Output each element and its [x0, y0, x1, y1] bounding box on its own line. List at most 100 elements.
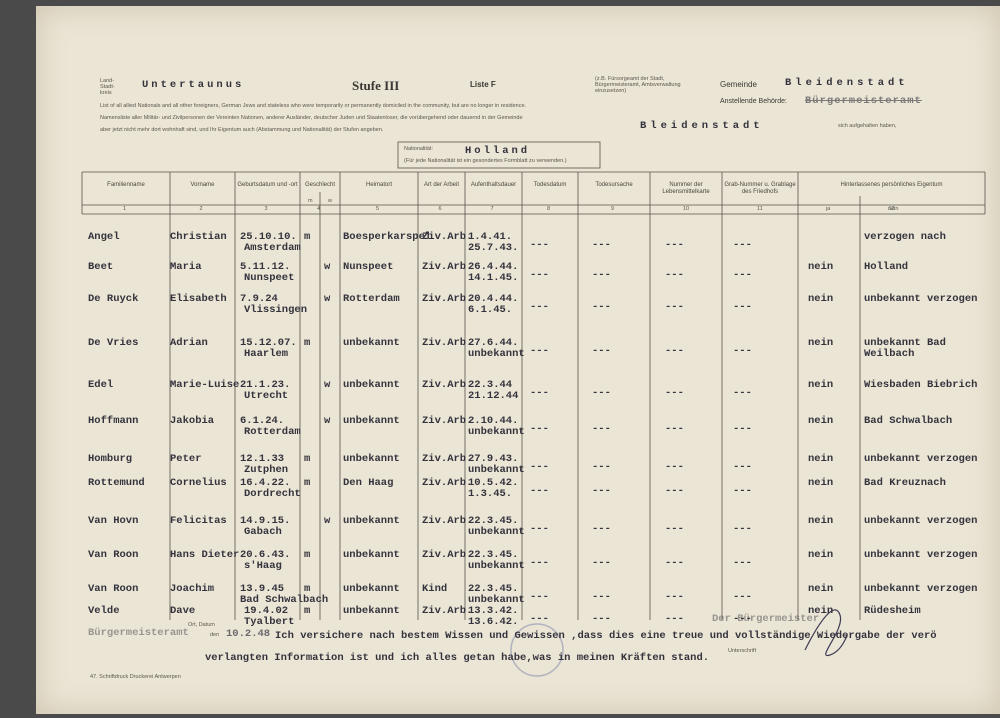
- cell-home: unbekannt: [343, 453, 400, 465]
- cell-birth: Zutphen: [244, 464, 289, 476]
- cell-card: ---: [665, 523, 684, 535]
- cell-work: Ziv.Arb.: [422, 231, 473, 243]
- column-heading: Art der Arbeit: [423, 182, 459, 188]
- cell-grave: ---: [733, 387, 752, 399]
- cell-cause: ---: [592, 423, 611, 435]
- column-number: 8: [547, 206, 551, 212]
- column-heading: Hinterlassenes persönliches Eigentum: [840, 182, 943, 188]
- instruction-line: Namensliste aller Militär- und Zivilpers…: [100, 115, 523, 121]
- cell-home: unbekannt: [343, 379, 400, 391]
- cell-grave: ---: [733, 301, 752, 313]
- cell-work: Kind: [422, 583, 448, 595]
- cell-first: Adrian: [170, 337, 208, 349]
- cell-birth: Utrecht: [244, 390, 289, 402]
- column-heading: Geburtsdatum und -ort: [237, 182, 298, 188]
- cell-death: ---: [530, 591, 549, 603]
- cell-stay: 20.4.44.: [468, 293, 519, 305]
- cell-card: ---: [665, 345, 684, 357]
- cell-property: nein: [808, 583, 834, 595]
- cell-birth: Nunspeet: [244, 272, 295, 284]
- cell-birth: 16.4.22.: [240, 477, 291, 489]
- cell-card: ---: [665, 557, 684, 569]
- column-heading: Todesursache: [595, 182, 633, 188]
- cell-sex: m: [304, 477, 311, 489]
- cell-card: ---: [665, 485, 684, 497]
- cell-stay: 22.3.44: [468, 379, 513, 391]
- cell-death: ---: [530, 269, 549, 281]
- column-heading: Nummer der Lebensmittelkarte: [662, 182, 710, 195]
- sub-heading: ja: [826, 206, 831, 212]
- cell-remark: unbekannt verzogen: [864, 583, 978, 595]
- column-number: 7: [490, 206, 494, 212]
- cell-cause: ---: [592, 613, 611, 625]
- cell-name: Rottemund: [88, 477, 145, 489]
- paper: [36, 6, 1000, 714]
- column-number: 9: [611, 206, 615, 212]
- cell-birth: Haarlem: [244, 348, 289, 360]
- cell-card: ---: [665, 239, 684, 251]
- cell-birth: Tyalbert: [244, 616, 295, 628]
- cell-sex: w: [324, 293, 331, 305]
- cell-card: ---: [665, 613, 684, 625]
- date-label: den: [210, 632, 220, 638]
- cell-name: Van Hovn: [88, 515, 139, 527]
- cell-stay: unbekannt: [468, 426, 525, 438]
- cell-sex: m: [304, 549, 311, 561]
- column-number: 12: [888, 206, 895, 212]
- date: 10.2.48: [226, 628, 271, 640]
- stamp: [510, 623, 564, 677]
- cell-cause: ---: [592, 557, 611, 569]
- column-number: 2: [199, 206, 203, 212]
- signature: [804, 609, 848, 657]
- cell-birth: Vlissingen: [244, 304, 308, 316]
- cell-remark: Wiesbaden Biebrich: [864, 379, 978, 391]
- cell-cause: ---: [592, 269, 611, 281]
- cell-home: unbekannt: [343, 415, 400, 427]
- cell-sex: m: [304, 605, 311, 617]
- cell-property: nein: [808, 293, 834, 305]
- column-heading: Grab-Nummer u. Grablage des Friedhofs: [724, 182, 796, 195]
- cell-remark: Bad Kreuznach: [864, 477, 946, 489]
- cell-remark: unbekannt verzogen: [864, 453, 978, 465]
- cell-birth: Amsterdam: [244, 242, 301, 254]
- cell-card: ---: [665, 301, 684, 313]
- statement: Ich versichere nach bestem Wissen und Ge…: [275, 630, 937, 642]
- signer: Der Bürgermeister: [712, 613, 820, 625]
- cell-stay: unbekannt: [468, 348, 525, 360]
- cell-remark: Bad Schwalbach: [864, 415, 953, 427]
- cell-home: Rotterdam: [343, 293, 400, 305]
- cell-home: unbekannt: [343, 337, 400, 349]
- cell-grave: ---: [733, 461, 752, 473]
- cell-grave: ---: [733, 523, 752, 535]
- nationality-label: Nationalität:: [404, 146, 434, 152]
- cell-birth: 19.4.02: [244, 605, 289, 617]
- cell-home: Den Haag: [343, 477, 394, 489]
- cell-grave: ---: [733, 423, 752, 435]
- cell-property: nein: [808, 605, 834, 617]
- cell-work: Ziv.Arb.: [422, 261, 473, 273]
- cell-sex: w: [324, 515, 331, 527]
- cell-property: nein: [808, 549, 834, 561]
- cell-name: Van Roon: [88, 549, 139, 561]
- cell-first: Jakobia: [170, 415, 215, 427]
- cell-name: De Ruyck: [88, 293, 139, 305]
- cell-death: ---: [530, 461, 549, 473]
- district-label: Land- Stadt- kreis: [100, 78, 115, 96]
- cell-cause: ---: [592, 485, 611, 497]
- cell-remark: unbekannt verzogen: [864, 549, 978, 561]
- instruction-line: List of all allied Nationals and all oth…: [100, 103, 527, 109]
- footer-place: Bürgermeisteramt: [88, 627, 189, 639]
- cell-stay: 2.10.44.: [468, 415, 519, 427]
- cell-grave: ---: [733, 485, 752, 497]
- cell-property: nein: [808, 515, 834, 527]
- cell-work: Ziv.Arb.: [422, 379, 473, 391]
- cell-remark: Rüdesheim: [864, 605, 921, 617]
- sub-heading: nein: [888, 206, 899, 212]
- cell-stay: unbekannt: [468, 594, 525, 606]
- cell-name: Van Roon: [88, 583, 139, 595]
- cell-stay: 22.3.45.: [468, 583, 519, 595]
- cell-sex: w: [324, 261, 331, 273]
- cell-home: unbekannt: [343, 583, 400, 595]
- cell-birth: 13.9.45: [240, 583, 285, 595]
- cell-stay: 1.4.41.: [468, 231, 513, 243]
